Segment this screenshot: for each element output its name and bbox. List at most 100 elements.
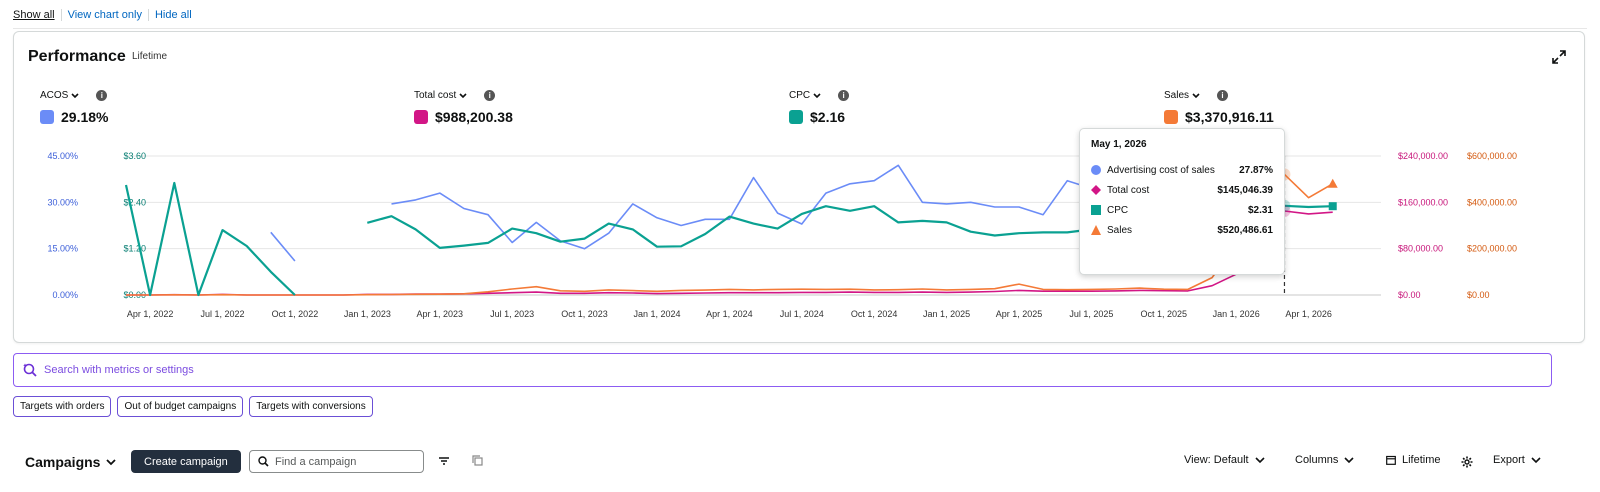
divider [147, 9, 149, 21]
tooltip-metric-value: $145,046.39 [1217, 184, 1273, 196]
x-tick-label: Jan 1, 2026 [1213, 309, 1260, 319]
date-range-selector[interactable]: Lifetime [1386, 454, 1441, 466]
tooltip-metric-value: $520,486.61 [1217, 224, 1273, 236]
performance-chart[interactable]: 0.00% 15.00% 30.00% 45.00% $0.00 $1.20 $2.40 $3… [14, 32, 1586, 344]
x-tick-label: Jan 1, 2025 [923, 309, 970, 319]
color-swatch [789, 110, 803, 124]
y-tick-label: $600,000.00 [1467, 151, 1517, 161]
metric-label: ACOS [40, 90, 69, 101]
date-range-label: Lifetime [1402, 454, 1441, 466]
metric-value: $2.16 [810, 109, 846, 125]
x-tick-label: Jul 1, 2025 [1069, 309, 1113, 319]
metric-label: CPC [789, 90, 811, 101]
x-tick-label: Apr 1, 2024 [706, 309, 753, 319]
metric-acos: ACOS i 29.18% [40, 90, 108, 125]
metric-label: Sales [1164, 90, 1190, 101]
info-icon[interactable]: i [96, 90, 108, 101]
chevron-down-icon [71, 92, 79, 98]
y-tick-label: $2.40 [123, 197, 146, 207]
x-tick-label: Apr 1, 2025 [996, 309, 1043, 319]
view-chart-only-link[interactable]: View chart only [67, 9, 142, 21]
chip-out-of-budget-campaigns[interactable]: Out of budget campaigns [117, 396, 244, 417]
chevron-down-icon [813, 92, 821, 98]
info-icon[interactable]: i [838, 90, 850, 101]
chip-targets-with-conversions[interactable]: Targets with conversions [249, 396, 373, 417]
square-icon [1091, 205, 1101, 215]
view-selector[interactable]: View: Default [1184, 454, 1265, 466]
y-tick-label: $200,000.00 [1467, 244, 1517, 254]
hide-all-link[interactable]: Hide all [154, 9, 192, 21]
campaigns-dropdown[interactable]: Campaigns [25, 454, 117, 470]
metric-selector-total-cost[interactable]: Total cost i [414, 90, 513, 101]
tooltip-metric-name: Total cost [1107, 184, 1150, 196]
view-toggle: Show all View chart only Hide all [13, 9, 192, 21]
y-tick-label: 0.00% [52, 290, 78, 300]
chevron-down-icon [1344, 456, 1354, 463]
find-campaign-field [249, 450, 424, 473]
bulk-actions-icon[interactable] [472, 455, 484, 467]
sales-marker [1327, 178, 1338, 188]
tooltip-row: Advertising cost of sales 27.87% [1091, 160, 1273, 180]
y-tick-label: $0.00 [1398, 290, 1421, 300]
tooltip-date: May 1, 2026 [1091, 139, 1147, 150]
metric-selector-cpc[interactable]: CPC i [789, 90, 850, 101]
cpc-marker [1328, 202, 1337, 211]
color-swatch [414, 110, 428, 124]
find-campaign-input[interactable] [275, 455, 415, 468]
y-tick-label: 30.00% [47, 197, 78, 207]
x-tick-label: Jan 1, 2023 [344, 309, 391, 319]
tooltip-row: CPC $2.31 [1091, 200, 1273, 220]
y-tick-label: 45.00% [47, 151, 78, 161]
metric-value: 29.18% [61, 109, 109, 125]
x-tick-label: Oct 1, 2025 [1141, 309, 1188, 319]
metric-sales: Sales i $3,370,916.11 [1164, 90, 1274, 125]
x-tick-label: Apr 1, 2023 [416, 309, 463, 319]
x-tick-label: Oct 1, 2024 [851, 309, 898, 319]
x-tick-label: Apr 1, 2022 [127, 309, 174, 319]
metric-selector-acos[interactable]: ACOS i [40, 90, 108, 101]
filter-icon[interactable] [438, 455, 450, 467]
export-dropdown[interactable]: Export [1493, 454, 1541, 466]
columns-label: Columns [1295, 454, 1339, 466]
y-tick-label: $240,000.00 [1398, 151, 1448, 161]
campaigns-toolbar: Campaigns Create campaign View: Default … [13, 450, 1587, 474]
performance-title: Performance [28, 48, 126, 65]
metric-value: $3,370,916.11 [1185, 109, 1274, 125]
search-icon [258, 456, 269, 467]
performance-period: Lifetime [132, 51, 168, 62]
show-all-link[interactable]: Show all [13, 9, 55, 21]
chart-tooltip: May 1, 2026 Advertising cost of sales 27… [1079, 128, 1285, 275]
info-icon[interactable]: i [484, 90, 496, 101]
color-swatch [40, 110, 54, 124]
chip-targets-with-orders[interactable]: Targets with orders [13, 396, 112, 417]
tooltip-metric-value: $2.31 [1247, 204, 1273, 216]
y-tick-label: $1.20 [123, 244, 146, 254]
metric-selector-sales[interactable]: Sales i [1164, 90, 1274, 101]
x-tick-label: Jul 1, 2022 [201, 309, 245, 319]
performance-card: Performance Lifetime ACOS i 29.18% Total… [13, 31, 1585, 343]
x-tick-label: Apr 1, 2026 [1285, 309, 1332, 319]
y-tick-label: $0.00 [1467, 290, 1490, 300]
y-tick-label: $80,000.00 [1398, 244, 1443, 254]
y-tick-label: $3.60 [123, 151, 146, 161]
tooltip-row: Total cost $145,046.39 [1091, 180, 1273, 200]
metric-value: $988,200.38 [435, 109, 513, 125]
tooltip-metric-name: Advertising cost of sales [1107, 164, 1215, 176]
create-campaign-button[interactable]: Create campaign [131, 450, 241, 473]
columns-selector[interactable]: Columns [1295, 454, 1354, 466]
circle-icon [1091, 165, 1101, 175]
tooltip-metric-value: 27.87% [1239, 164, 1273, 176]
calendar-icon [1386, 455, 1396, 465]
gear-icon[interactable] [1461, 456, 1473, 468]
x-tick-label: Oct 1, 2023 [561, 309, 608, 319]
metric-cpc: CPC i $2.16 [789, 90, 850, 125]
metrics-search-input[interactable] [44, 364, 1551, 376]
expand-icon[interactable] [1552, 50, 1566, 64]
chevron-down-icon [1255, 456, 1265, 463]
tooltip-metric-name: Sales [1107, 224, 1133, 236]
y-tick-label: $400,000.00 [1467, 197, 1517, 207]
divider [60, 9, 62, 21]
x-tick-label: Jan 1, 2024 [633, 309, 680, 319]
info-icon[interactable]: i [1217, 90, 1229, 101]
campaigns-title: Campaigns [25, 454, 101, 470]
